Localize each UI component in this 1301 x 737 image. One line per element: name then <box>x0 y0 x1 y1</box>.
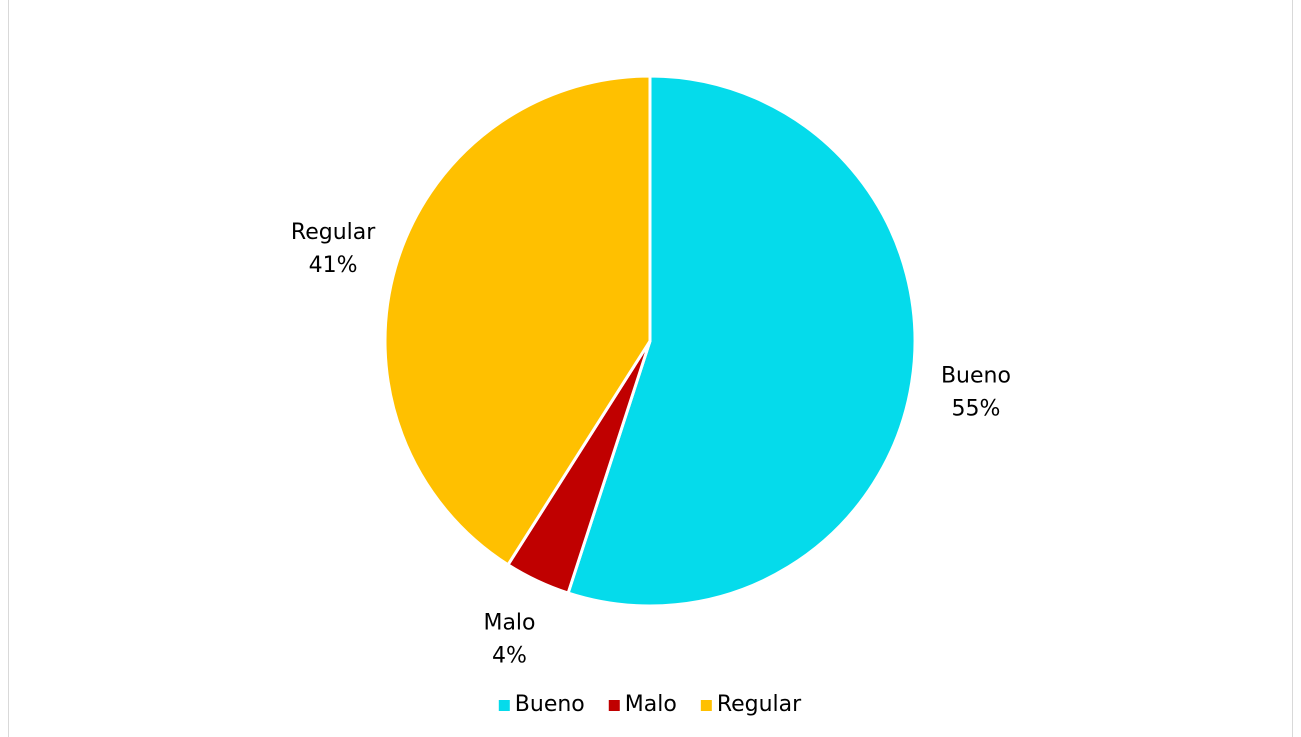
pie-slice <box>383 74 652 567</box>
slice-category-label: Malo <box>483 611 535 636</box>
legend-swatch <box>498 700 510 711</box>
slice-value-label: 55% <box>951 397 1000 422</box>
slice-value-label: 41% <box>309 253 358 278</box>
pie-slice <box>566 74 917 608</box>
slice-category-label: Regular <box>291 220 376 245</box>
legend-label: Malo <box>625 692 677 717</box>
legend-label: Regular <box>717 692 802 717</box>
legend-swatch <box>608 700 620 711</box>
legend-label: Bueno <box>515 692 585 717</box>
legend-swatch <box>700 700 712 711</box>
slice-value-label: 4% <box>492 644 527 669</box>
slice-category-label: Bueno <box>941 364 1011 389</box>
